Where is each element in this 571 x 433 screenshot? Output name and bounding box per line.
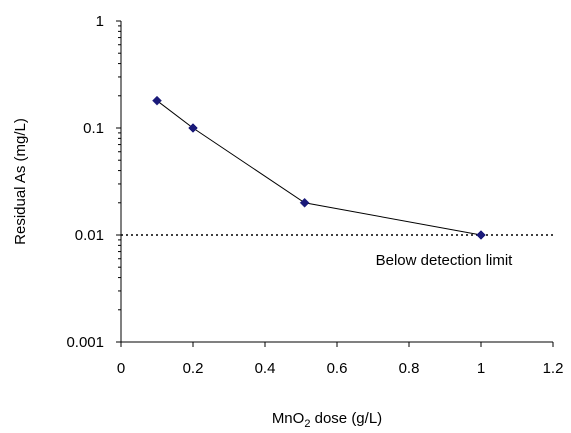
data-point-marker [188, 123, 198, 133]
axes-layer [116, 20, 554, 347]
detection-limit-label: Below detection limit [376, 252, 514, 269]
series-layer [152, 95, 486, 240]
x-tick-label: 0 [117, 360, 125, 377]
x-axis-label-subscript: 2 [304, 418, 310, 430]
data-point-marker [476, 230, 486, 240]
y-tick-label: 0.001 [66, 334, 104, 351]
x-tick-label: 0.2 [183, 360, 204, 377]
x-tick-label: 1 [477, 360, 485, 377]
tick-labels-layer: 0.001 0.01 0.1 1 0 0.2 0.4 0.6 0.8 1 1.2 [66, 13, 563, 377]
x-axis-label-prefix: MnO [272, 410, 305, 427]
y-tick-label: 0.01 [75, 227, 104, 244]
series-line [156, 100, 482, 236]
y-axis-label: Residual As (mg/L) [12, 118, 29, 245]
x-tick-label: 0.4 [255, 360, 276, 377]
x-tick-label: 1.2 [543, 360, 564, 377]
x-axis-label: MnO2 dose (g/L) [272, 410, 382, 430]
data-point-marker [299, 197, 310, 208]
x-axis-label-suffix: dose (g/L) [310, 410, 382, 427]
data-point-marker [152, 95, 162, 106]
y-tick-label: 1 [96, 13, 104, 30]
y-tick-label: 0.1 [83, 120, 104, 137]
x-tick-label: 0.8 [399, 360, 420, 377]
x-tick-label: 0.6 [327, 360, 348, 377]
